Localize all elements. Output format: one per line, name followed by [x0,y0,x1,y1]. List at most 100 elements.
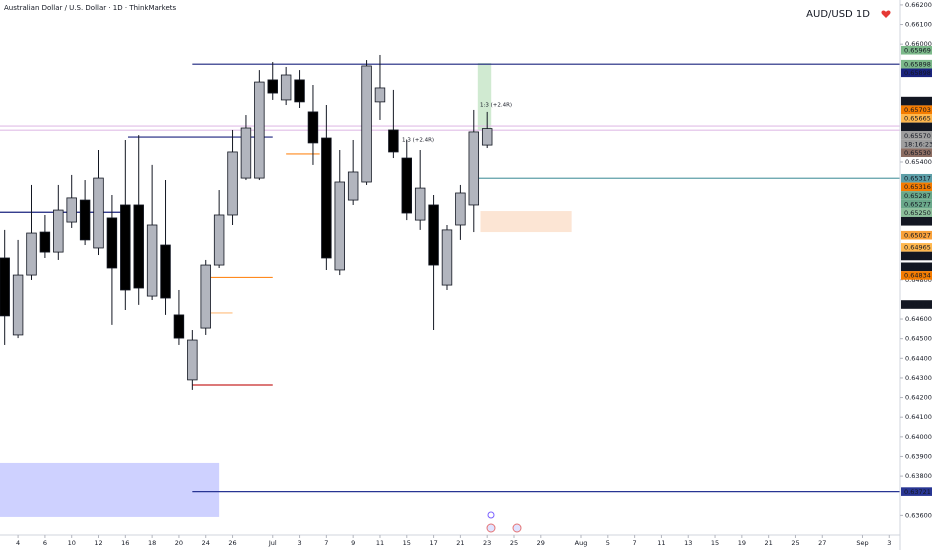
candle-body [227,151,238,216]
price-tag-label: 0.65316 [904,183,931,191]
candle-body [481,128,493,146]
x-tick-label: 16 [121,539,129,547]
x-tick-label: 25 [510,539,518,547]
y-tick-label: 0.66100 [905,21,932,29]
price-tag [901,230,932,240]
candle-body [254,81,265,179]
candle-body [441,229,453,286]
price-tag-label: 0.65530 [904,149,931,157]
countdown: 18:16:23 [904,140,932,148]
x-tick-label: 24 [202,539,210,547]
x-tick-label: Aug [575,539,588,547]
price-tag [901,262,932,272]
x-tick-label: 13 [684,539,692,547]
x-tick-label: 6 [43,539,47,547]
x-tick-label: 3 [887,539,891,547]
price-tag-label: 0.63721 [904,488,931,496]
x-tick-label: 21 [456,539,464,547]
price-tag [901,251,932,261]
x-tick-label: 18 [148,539,156,547]
x-tick-label: Sep [856,539,868,547]
event-icon [486,523,496,533]
price-tag [901,208,932,217]
price-tag [901,216,932,226]
x-tick-label: 11 [657,539,665,547]
x-tick-label: 15 [711,539,719,547]
y-tick-label: 0.63600 [905,511,932,519]
price-tag-label: 0.65703 [904,106,931,114]
x-tick-label: 27 [818,539,826,547]
price-tag [901,487,932,496]
x-tick-label: 20 [175,539,183,547]
price-tag-label: 0.65027 [904,232,931,240]
candle-body [66,197,77,223]
price-tag-label: 0.64674 [904,301,931,309]
price-tag-label: 0.65615 [904,123,931,131]
annotation: 1:3 (+2.4R) [402,138,434,144]
candle-body [12,274,24,336]
y-tick-label: 0.64200 [905,394,932,402]
y-tick-label: 0.63800 [905,472,932,480]
candle-body [106,217,118,269]
candle-body [146,224,158,297]
x-tick-label: 23 [483,539,491,547]
candle-body [160,244,171,299]
price-tag [901,182,932,192]
y-tick-label: 0.65400 [905,158,932,166]
x-tick-label: 19 [738,539,746,547]
price-tag-label: 0.65317 [904,175,931,183]
x-tick-label: 25 [791,539,799,547]
candle-body [455,192,466,226]
price-tag [901,199,932,209]
y-tick-label: 0.64100 [905,413,932,421]
price-tag-label: 0.64965 [904,244,931,252]
candle-body [334,181,345,271]
x-tick-label: 10 [68,539,76,547]
candle-body [200,264,211,329]
price-tag-label: 0.65665 [904,115,931,123]
y-tick-label: 0.64500 [905,335,932,343]
candle-body [120,204,131,291]
event-icon [512,523,522,533]
y-tick-label: 0.66000 [905,40,932,48]
candle-body [93,177,104,249]
heart-icon [881,10,891,18]
candle-body [361,65,372,183]
candle-body [414,187,426,221]
x-tick-label: Jul [268,539,277,547]
candle-body [26,232,37,276]
zone [0,462,220,517]
y-tick-label: 0.64300 [905,374,932,382]
candle-body [79,199,91,241]
y-tick-label: 0.66200 [905,1,932,9]
x-tick-label: 7 [633,539,637,547]
price-tag [901,68,932,78]
candle-body [173,314,185,339]
price-tag-label: 0.65898 [904,61,931,69]
candle-body [428,204,439,266]
candle-body [240,127,252,179]
price-tag-label: 0.65570 [904,132,931,140]
price-tag-label: 0.65187 [904,218,931,226]
price-tag [901,59,932,69]
candle-body [0,257,10,317]
zone [477,63,492,130]
x-tick-label: 21 [765,539,773,547]
price-tag [901,271,932,280]
price-tag [901,191,932,200]
candle-body [280,74,292,101]
candle-body [307,111,319,144]
y-tick-label: 0.64800 [905,276,932,284]
price-tag-label: 0.64945 [904,252,931,260]
x-tick-label: 29 [537,539,545,547]
price-tag [901,243,932,252]
x-tick-label: 3 [297,539,301,547]
candle-body [187,339,198,381]
x-tick-label: 5 [606,539,610,547]
candle-body [468,131,480,206]
y-tick-label: 0.64400 [905,354,932,362]
x-tick-label: 17 [429,539,437,547]
zone [480,211,572,233]
price-tag-label: 0.65277 [904,200,931,208]
y-tick-label: 0.64600 [905,315,932,323]
